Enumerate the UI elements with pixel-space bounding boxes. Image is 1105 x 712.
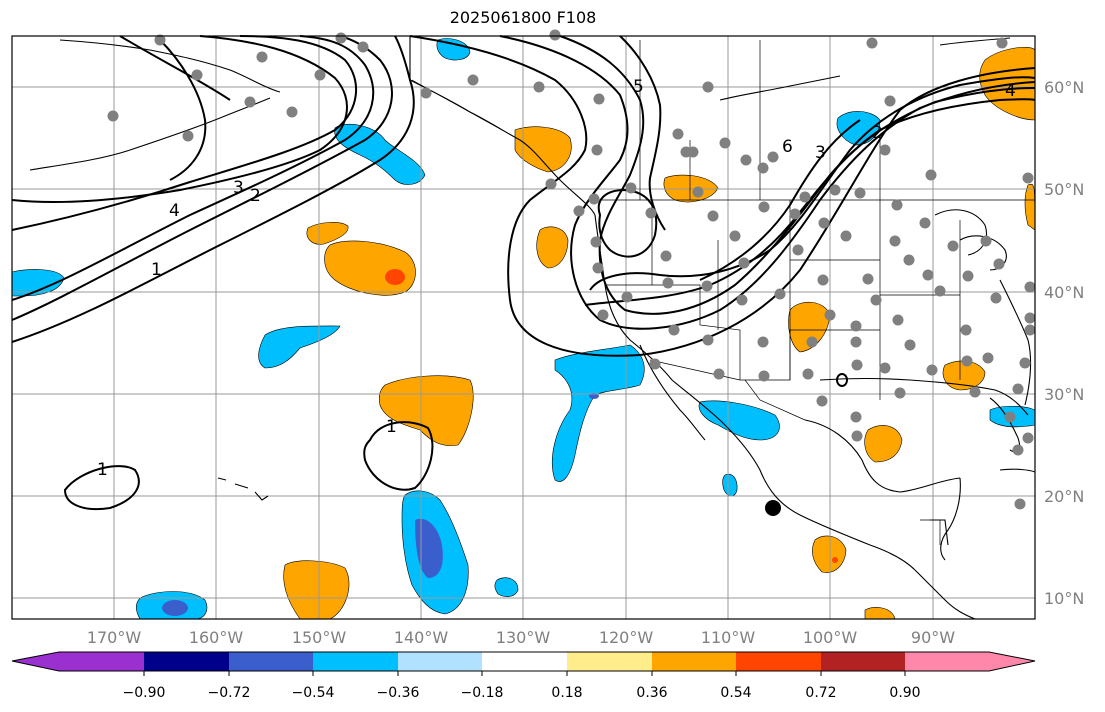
lat-tick-label: 40°N [1044,283,1084,302]
colorbar-swatch [652,652,736,671]
contour-lines [11,35,1036,510]
colorbar-tick-label: 0.90 [889,685,920,701]
lat-tick-label: 50°N [1044,180,1084,199]
contour-label: 2 [872,123,883,143]
shaded-anomalies [11,38,1036,620]
colorbar-swatch [144,652,229,671]
contour-label: 2 [250,186,261,206]
colorbar-swatch [59,652,144,671]
lon-tick-labels: 170°W 160°W 150°W 140°W 130°W 120°W 110°… [87,628,955,647]
colorbar-tick-label: −0.90 [123,685,166,701]
map-panel: 5 6 2 3 4 3 2 4 1 1 1 [11,29,1036,620]
colorbar-extend-low [12,652,59,671]
contour-label: 4 [169,201,180,221]
contour-label: 3 [233,178,244,198]
lon-tick-label: 100°W [803,628,858,647]
coastlines [29,36,1036,620]
station-dots [107,29,1036,510]
lon-tick-label: 130°W [496,628,551,647]
contour-label: 3 [815,143,826,163]
colorbar-tick-label: −0.54 [292,685,335,701]
lon-tick-label: 140°W [394,628,449,647]
contour-label: 1 [151,260,162,280]
colorbar-tick-label: −0.72 [208,685,251,701]
colorbar-tick-label: −0.36 [377,685,420,701]
contour-label: 1 [97,460,108,480]
lon-tick-label: 110°W [701,628,756,647]
colorbar-swatch [736,652,821,671]
lat-tick-label: 30°N [1044,385,1084,404]
location-marker [765,500,781,516]
lon-tick-label: 160°W [189,628,244,647]
contour-label: 6 [782,137,793,157]
lon-tick-label: 170°W [87,628,142,647]
lat-tick-labels: 60°N 50°N 40°N 30°N 20°N 10°N [1044,78,1084,608]
map-title: 2025061800 F108 [449,8,597,27]
colorbar-swatch [905,652,989,671]
colorbar-swatch [821,652,905,671]
colorbar-tick-label: −0.18 [461,685,504,701]
lat-tick-label: 20°N [1044,487,1084,506]
contour-label: 4 [1005,81,1016,101]
contour-label: 1 [386,417,397,437]
lat-tick-label: 10°N [1044,589,1084,608]
colorbar-swatch [567,652,652,671]
contour-label-group: 5 6 2 3 4 3 2 4 1 1 1 [97,77,1016,480]
colorbar-swatch [229,652,313,671]
lat-tick-label: 60°N [1044,78,1084,97]
graticule [12,36,1035,619]
colorbar-swatch [482,652,567,671]
contour-label: 5 [633,77,644,97]
colorbar-tick-label: 0.36 [636,685,667,701]
lon-tick-label: 150°W [292,628,347,647]
colorbar-swatch [398,652,482,671]
lon-tick-label: 90°W [911,628,955,647]
colorbar-tick-label: 0.18 [551,685,582,701]
colorbar-tick-label: 0.54 [720,685,751,701]
colorbar: −0.90 −0.72 −0.54 −0.36 −0.18 0.18 0.36 … [11,651,1036,701]
colorbar-tick-label: 0.72 [805,685,836,701]
lon-tick-label: 120°W [599,628,654,647]
colorbar-extend-high [989,652,1035,671]
colorbar-swatch [313,652,398,671]
